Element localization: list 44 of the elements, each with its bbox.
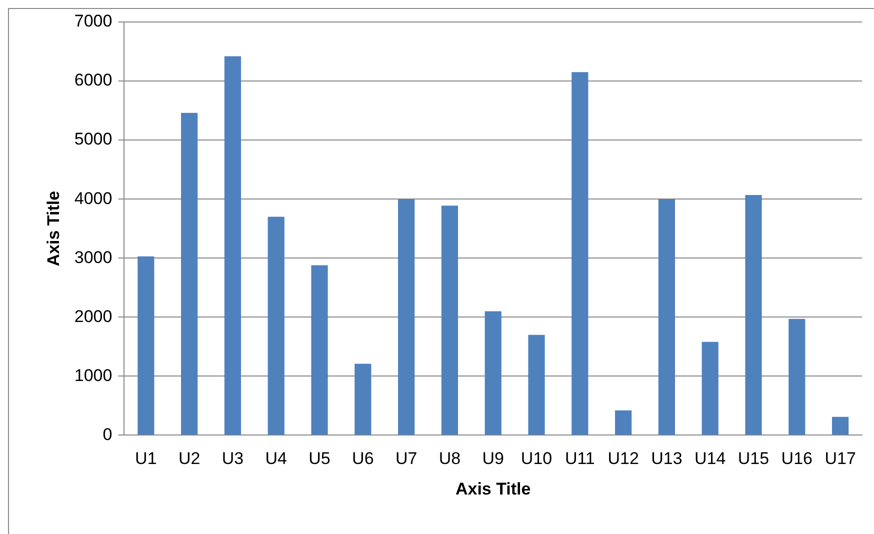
bar (441, 206, 458, 435)
x-tick-label: U11 (564, 449, 595, 468)
bar (354, 364, 372, 435)
x-tick-label: U7 (395, 449, 418, 468)
bar (181, 112, 198, 435)
y-tick-label: 7000 (74, 12, 112, 31)
x-tick-label: U14 (694, 449, 726, 468)
y-tick-label: 3000 (74, 248, 112, 267)
bar (224, 56, 242, 435)
y-tick-label: 6000 (74, 70, 112, 90)
x-tick-label: U6 (352, 449, 374, 468)
y-tick-label: 5000 (74, 130, 112, 149)
y-tick-label: 4000 (74, 188, 112, 208)
x-tick-label: U5 (308, 449, 330, 468)
x-tick-label: U17 (824, 449, 856, 468)
x-tick-label: U8 (438, 449, 461, 468)
x-tick-label: U9 (482, 449, 504, 468)
bar (615, 410, 632, 435)
bar (658, 199, 676, 435)
bar (311, 265, 328, 435)
x-tick-label: U12 (608, 449, 639, 468)
x-tick-label: U1 (135, 449, 157, 468)
y-tick-label: 2000 (74, 306, 112, 326)
x-tick-label: U2 (178, 449, 200, 468)
bar (832, 416, 849, 435)
y-tick-label: 1000 (74, 366, 112, 385)
y-axis-title: Axis Title (44, 190, 63, 266)
bar (572, 72, 588, 435)
bar (138, 256, 154, 435)
x-tick-label: U15 (738, 449, 770, 468)
x-tick-label: U3 (222, 449, 244, 468)
bar (702, 342, 718, 435)
x-tick-label: U13 (651, 449, 682, 468)
x-tick-label: U10 (520, 449, 552, 468)
bar (788, 318, 806, 435)
bar (745, 194, 762, 435)
x-axis-title: Axis Title (455, 479, 531, 498)
bar (484, 311, 502, 435)
y-tick-label: 0 (102, 424, 112, 444)
x-tick-label: U16 (781, 449, 812, 468)
bar (398, 199, 415, 435)
bar (268, 216, 284, 435)
x-tick-label: U4 (265, 449, 287, 468)
bar (528, 334, 545, 435)
